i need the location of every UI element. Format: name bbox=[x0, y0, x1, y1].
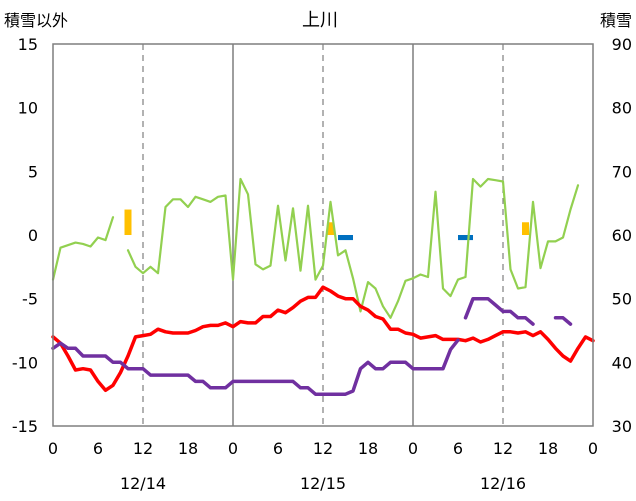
date-label: 12/16 bbox=[480, 474, 526, 493]
right-y-tick-label: 90 bbox=[612, 35, 632, 54]
left-y-tick-labels: -15 -10 -5 0 5 10 15 bbox=[12, 35, 38, 436]
bar bbox=[338, 235, 353, 241]
bar-marks bbox=[124, 209, 529, 241]
right-axis-title: 積雪 bbox=[600, 11, 632, 30]
right-y-tick-label: 40 bbox=[612, 353, 632, 372]
bar bbox=[458, 235, 473, 241]
bar bbox=[124, 209, 132, 235]
right-y-tick-labels: 30 40 50 60 70 80 90 bbox=[612, 35, 632, 436]
x-tick-labels: 0 6 12 18 0 6 12 18 0 6 12 18 0 bbox=[48, 439, 598, 458]
x-tick-label: 18 bbox=[358, 439, 378, 458]
x-tick-label: 18 bbox=[178, 439, 198, 458]
date-label: 12/15 bbox=[300, 474, 346, 493]
series-line-green bbox=[51, 177, 580, 319]
x-tick-label: 0 bbox=[48, 439, 58, 458]
x-tick-label: 18 bbox=[538, 439, 558, 458]
left-axis-title: 積雪以外 bbox=[4, 11, 68, 30]
left-y-tick-label: -10 bbox=[12, 353, 38, 372]
date-labels: 12/14 12/15 12/16 bbox=[120, 474, 526, 493]
right-y-tick-label: 70 bbox=[612, 162, 632, 181]
bar bbox=[522, 222, 529, 235]
series-line-red bbox=[51, 285, 595, 393]
series-lines bbox=[51, 177, 595, 396]
x-tick-label: 6 bbox=[93, 439, 103, 458]
x-tick-label: 0 bbox=[228, 439, 238, 458]
series-line-purple bbox=[51, 296, 573, 396]
left-y-tick-label: -15 bbox=[12, 417, 38, 436]
left-y-tick-label: -5 bbox=[22, 290, 38, 309]
right-y-tick-label: 50 bbox=[612, 290, 632, 309]
date-label: 12/14 bbox=[120, 474, 166, 493]
left-y-tick-label: 5 bbox=[28, 162, 38, 181]
x-tick-label: 0 bbox=[408, 439, 418, 458]
x-tick-label: 12 bbox=[493, 439, 513, 458]
right-y-tick-label: 30 bbox=[612, 417, 632, 436]
left-y-tick-label: 15 bbox=[18, 35, 38, 54]
x-tick-label: 6 bbox=[273, 439, 283, 458]
x-tick-label: 12 bbox=[313, 439, 333, 458]
left-y-tick-label: 10 bbox=[18, 99, 38, 118]
right-y-tick-label: 60 bbox=[612, 226, 632, 245]
right-y-tick-label: 80 bbox=[612, 99, 632, 118]
gridlines bbox=[142, 44, 504, 426]
bar bbox=[327, 222, 334, 235]
plot-frame bbox=[52, 43, 594, 427]
left-y-tick-label: 0 bbox=[28, 226, 38, 245]
x-tick-label: 6 bbox=[453, 439, 463, 458]
x-tick-label: 12 bbox=[133, 439, 153, 458]
chart-title: 上川 bbox=[302, 10, 338, 31]
x-tick-label: 0 bbox=[588, 439, 598, 458]
